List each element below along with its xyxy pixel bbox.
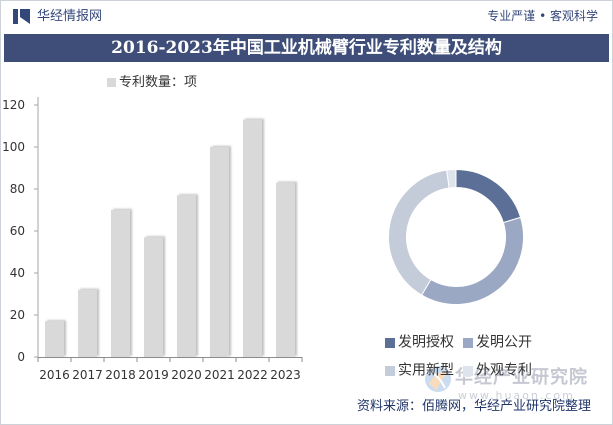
site-name: 华经情报网 xyxy=(37,9,103,24)
watermark-logo-icon xyxy=(425,366,451,392)
watermark-name: 华经产业研究院 xyxy=(455,367,588,388)
watermark-url: www.huaon.com xyxy=(458,389,575,402)
x-tick-label: 2021 xyxy=(204,368,235,382)
x-tick-label: 2022 xyxy=(237,368,268,382)
y-tick-label: 80 xyxy=(10,182,25,196)
x-tick-label: 2023 xyxy=(270,368,301,382)
donut-legend-swatch xyxy=(385,337,395,348)
y-tick-label: 0 xyxy=(17,350,25,364)
donut-legend-label: 发明授权 xyxy=(398,334,454,351)
donut-legend-label: 发明公开 xyxy=(476,334,532,351)
donut-segment-design-patent xyxy=(446,168,457,189)
bar-2020 xyxy=(177,195,196,357)
donut-legend-item: 发明授权 xyxy=(385,332,454,351)
bar-2018 xyxy=(111,210,130,357)
bar-2023 xyxy=(276,182,295,357)
donut-legend-label: 实用新型 xyxy=(398,362,454,379)
donut-legend-swatch xyxy=(385,365,395,376)
bar-legend-swatch xyxy=(107,78,116,87)
y-tick-label: 60 xyxy=(10,224,25,238)
donut-legend-item: 发明公开 xyxy=(463,332,532,351)
bar-2017 xyxy=(78,289,97,357)
x-tick-label: 2018 xyxy=(105,368,136,382)
bar-legend: 专利数量：项 xyxy=(107,72,198,90)
bar-2021 xyxy=(210,147,229,357)
donut-segment-invention-grant xyxy=(455,168,522,224)
slogan: 专业严谨 • 客观科学 xyxy=(487,9,598,23)
bar-legend-label: 专利数量：项 xyxy=(119,75,198,90)
huajing-logo-icon xyxy=(13,9,30,24)
x-tick-label: 2016 xyxy=(39,368,70,382)
bar-2019 xyxy=(144,237,163,357)
title-bar: 2016-2023年中国工业机械臂行业专利数量及结构 xyxy=(4,34,609,62)
x-tick-label: 2017 xyxy=(72,368,103,382)
x-tick-label: 2019 xyxy=(138,368,169,382)
donut-legend-swatch xyxy=(463,365,473,376)
bar-2016 xyxy=(45,321,64,357)
donut-segment-invention-publication xyxy=(420,216,524,305)
y-tick-label: 20 xyxy=(10,308,25,322)
source-note: 资料来源：佰腾网，华经产业研究院整理 xyxy=(357,399,592,414)
y-tick-label: 40 xyxy=(10,266,25,280)
donut-legend-label: 外观专利 xyxy=(476,362,532,379)
x-tick-label: 2020 xyxy=(171,368,202,382)
donut-legend-item: 实用新型 xyxy=(385,360,454,379)
y-tick-label: 120 xyxy=(2,98,25,112)
y-tick-label: 100 xyxy=(2,140,25,154)
bar-2022 xyxy=(243,119,262,357)
chart-title: 2016-2023年中国工业机械臂行业专利数量及结构 xyxy=(111,38,502,58)
donut-legend-swatch xyxy=(463,337,473,348)
donut-segment-utility-model xyxy=(388,169,450,296)
donut-legend-item: 外观专利 xyxy=(463,360,532,379)
